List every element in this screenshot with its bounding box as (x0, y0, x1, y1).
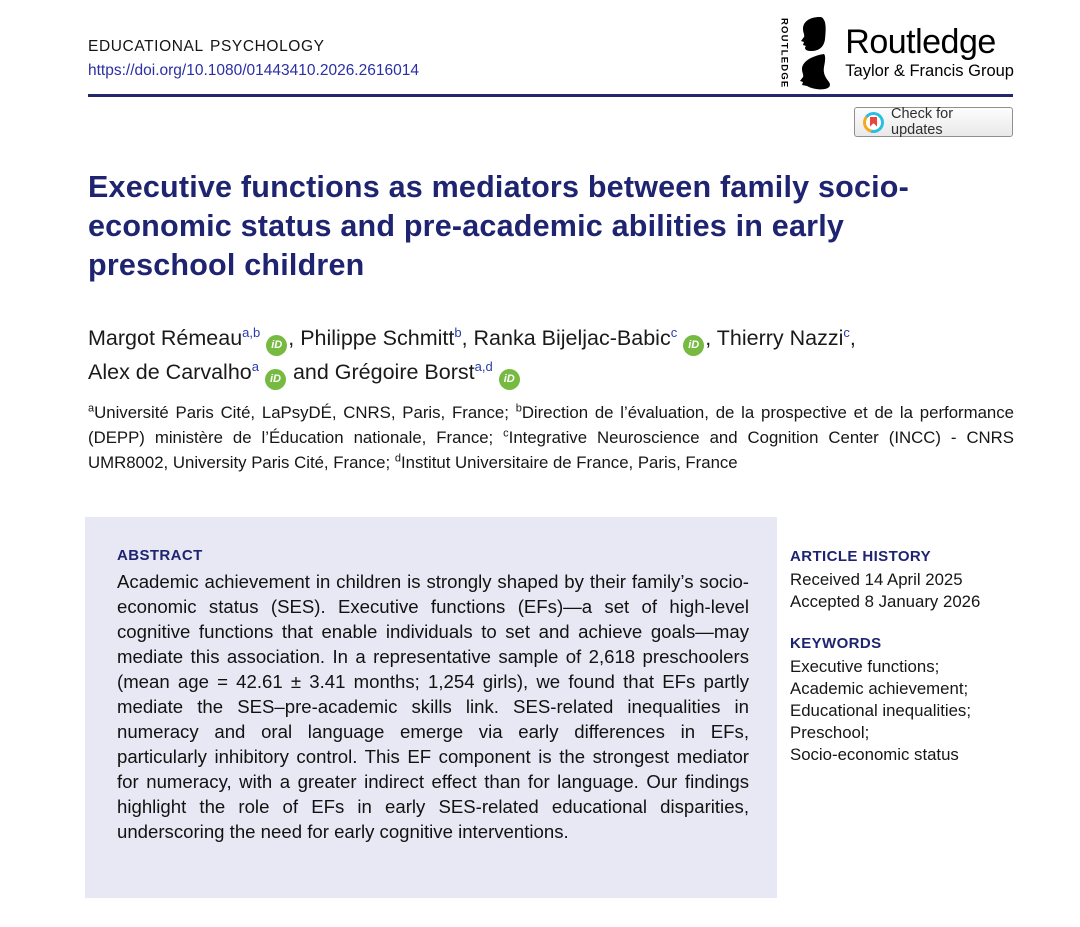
author-affiliation-superscript: a (251, 358, 259, 374)
abstract-box: ABSTRACT Academic achievement in childre… (85, 517, 777, 898)
article-history-heading: ARTICLE HISTORY (790, 548, 932, 565)
authors-line: Margot Rémeaua,biD, Philippe Schmittb, R… (88, 322, 900, 390)
publisher-logo-text: Routledge Taylor & Francis Group (845, 23, 1014, 81)
orcid-icon[interactable]: iD (683, 335, 705, 356)
author-affiliation-superscript: c (843, 324, 850, 340)
keyword-entry: Educational inequalities; (790, 701, 971, 720)
affiliation-superscript: a (88, 402, 95, 415)
routledge-head-icon (800, 17, 831, 90)
author-name: Philippe Schmitt (300, 326, 455, 350)
author-name: Grégoire Borst (334, 360, 475, 384)
author-affiliation-superscript: a,d (474, 358, 493, 374)
keyword-entry: Executive functions; (790, 657, 940, 676)
abstract-heading: ABSTRACT (117, 547, 203, 564)
affiliation-superscript: d (394, 452, 401, 465)
author-name: Thierry Nazzi (716, 326, 844, 350)
article-title: Executive functions as mediators between… (88, 170, 909, 282)
header-divider (88, 94, 1013, 97)
article-history-entry: Accepted 8 January 2026 (790, 592, 981, 611)
author-name: Alex de Carvalho (88, 360, 252, 384)
affiliation-superscript: c (503, 427, 509, 440)
article-history-list: Received 14 April 2025 Accepted 8 January… (790, 569, 1018, 613)
check-for-updates-button[interactable]: Check for updates (854, 106, 1013, 138)
orcid-icon[interactable]: iD (266, 335, 288, 356)
author-affiliation-superscript: c (670, 324, 678, 340)
orcid-icon[interactable]: iD (498, 369, 520, 390)
article-meta-column: ARTICLE HISTORY Received 14 April 2025 Ac… (790, 548, 1018, 766)
keyword-entry: Academic achievement; (790, 679, 969, 698)
check-for-updates-label: Check for updates (891, 106, 954, 138)
publisher-logo: ROUTLEDGE Routledge Taylor & Francis Gro… (778, 16, 1014, 90)
keyword-entry: Preschool; (790, 723, 870, 742)
keyword-entry: Socio-economic status (790, 745, 959, 764)
affiliations: aUniversité Paris Cité, LaPsyDÉ, CNRS, P… (88, 402, 1014, 472)
keywords-heading: KEYWORDS (790, 635, 882, 652)
publisher-name: Routledge (845, 23, 996, 62)
orcid-icon[interactable]: iD (264, 369, 286, 390)
doi-link[interactable]: https://doi.org/10.1080/01443410.2026.26… (88, 62, 419, 79)
routledge-vertical-text: ROUTLEDGE (778, 17, 790, 89)
author-name: Margot Rémeau (88, 326, 243, 350)
abstract-text: Academic achievement in children is stro… (117, 571, 749, 842)
publisher-group: Taylor & Francis Group (845, 61, 1014, 80)
affiliation-superscript: b (515, 402, 522, 415)
article-history-entry: Received 14 April 2025 (790, 570, 963, 589)
keywords-list: Executive functions; Academic achievement… (790, 656, 1018, 766)
author-name: Ranka Bijeljac-Babic (473, 326, 671, 350)
crossmark-icon (863, 111, 884, 133)
journal-header: EDUCATIONAL PSYCHOLOGY https://doi.org/1… (88, 38, 419, 80)
author-affiliation-superscript: a,b (242, 324, 261, 340)
author-affiliation-superscript: b (454, 324, 462, 340)
journal-title: EDUCATIONAL PSYCHOLOGY (88, 38, 325, 55)
